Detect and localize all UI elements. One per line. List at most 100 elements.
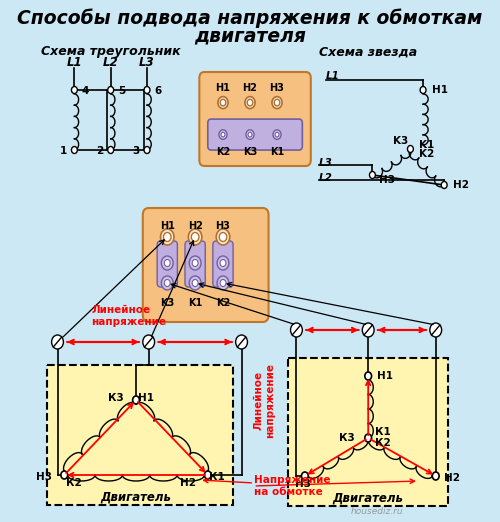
Text: напряжение: напряжение — [92, 317, 166, 327]
Text: K2: K2 — [216, 147, 230, 157]
Circle shape — [52, 335, 64, 349]
Text: на обмотке: на обмотке — [254, 487, 323, 497]
Circle shape — [370, 172, 376, 179]
FancyBboxPatch shape — [288, 358, 448, 506]
Circle shape — [220, 279, 226, 287]
Circle shape — [441, 182, 447, 188]
Text: L2: L2 — [103, 55, 118, 68]
FancyBboxPatch shape — [200, 72, 311, 166]
Circle shape — [162, 276, 173, 290]
Circle shape — [216, 229, 230, 245]
Text: Схема звезда: Схема звезда — [319, 45, 418, 58]
Text: К2: К2 — [375, 438, 390, 448]
Text: 2: 2 — [96, 146, 103, 156]
Text: Схема треугольник: Схема треугольник — [41, 45, 180, 58]
Circle shape — [218, 97, 228, 109]
Text: 5: 5 — [118, 86, 126, 96]
Text: H2: H2 — [242, 83, 258, 93]
Text: H1: H1 — [432, 85, 448, 95]
Circle shape — [189, 256, 201, 270]
Circle shape — [72, 147, 78, 153]
Circle shape — [108, 147, 114, 153]
Text: H3: H3 — [216, 221, 230, 231]
Circle shape — [221, 132, 225, 137]
Text: Линейное
напряжение: Линейное напряжение — [254, 362, 275, 437]
Circle shape — [432, 472, 439, 480]
Circle shape — [188, 229, 202, 245]
Text: H2: H2 — [452, 180, 468, 190]
Circle shape — [246, 130, 254, 139]
FancyBboxPatch shape — [185, 241, 206, 287]
Circle shape — [204, 471, 211, 479]
Text: housediz.ru: housediz.ru — [350, 507, 403, 516]
Text: Способы подвода напряжения к обмоткам: Способы подвода напряжения к обмоткам — [18, 8, 482, 28]
Text: Двигатель: Двигатель — [333, 492, 404, 504]
Text: К3: К3 — [339, 433, 354, 443]
FancyBboxPatch shape — [143, 208, 268, 322]
Text: K1: K1 — [270, 147, 284, 157]
Circle shape — [164, 259, 170, 267]
Text: К1: К1 — [210, 472, 225, 482]
Circle shape — [192, 232, 199, 242]
Circle shape — [302, 472, 308, 480]
Circle shape — [247, 99, 253, 106]
Circle shape — [273, 130, 281, 139]
Circle shape — [275, 132, 279, 137]
Text: H1: H1 — [376, 371, 392, 381]
Text: K3: K3 — [392, 136, 408, 146]
Text: K1: K1 — [188, 298, 202, 308]
Text: L3: L3 — [139, 55, 155, 68]
Text: двигателя: двигателя — [194, 27, 306, 45]
Text: L1: L1 — [326, 71, 340, 81]
Circle shape — [189, 276, 201, 290]
Circle shape — [220, 99, 226, 106]
Text: 1: 1 — [60, 146, 67, 156]
Text: Напряжение: Напряжение — [254, 475, 330, 485]
Circle shape — [144, 147, 150, 153]
Text: H1: H1 — [160, 221, 174, 231]
Text: К2: К2 — [66, 478, 82, 488]
Circle shape — [274, 99, 280, 106]
FancyBboxPatch shape — [208, 119, 302, 150]
Circle shape — [192, 279, 198, 287]
Circle shape — [220, 259, 226, 267]
Circle shape — [290, 323, 302, 337]
Circle shape — [245, 97, 255, 109]
Circle shape — [72, 87, 78, 93]
Text: K2: K2 — [216, 298, 230, 308]
Circle shape — [144, 87, 150, 93]
Circle shape — [365, 372, 372, 380]
Text: 4: 4 — [82, 86, 90, 96]
Text: K1: K1 — [419, 140, 434, 150]
Circle shape — [420, 87, 426, 93]
Text: H1: H1 — [138, 393, 154, 403]
Circle shape — [192, 259, 198, 267]
Circle shape — [164, 232, 171, 242]
Text: L2: L2 — [319, 173, 333, 183]
FancyBboxPatch shape — [213, 241, 233, 287]
Text: H2: H2 — [188, 221, 202, 231]
Circle shape — [217, 256, 229, 270]
Text: L1: L1 — [66, 55, 82, 68]
Circle shape — [143, 335, 154, 349]
FancyBboxPatch shape — [157, 241, 178, 287]
Circle shape — [430, 323, 442, 337]
Circle shape — [248, 132, 252, 137]
Text: Н3: Н3 — [295, 479, 311, 489]
Text: K2: K2 — [419, 149, 434, 159]
Circle shape — [132, 396, 140, 404]
Circle shape — [162, 256, 173, 270]
Circle shape — [61, 471, 68, 479]
FancyBboxPatch shape — [48, 365, 233, 505]
Text: H2: H2 — [180, 478, 196, 488]
Circle shape — [219, 232, 227, 242]
Circle shape — [236, 335, 248, 349]
Circle shape — [160, 229, 174, 245]
Text: H1: H1 — [216, 83, 230, 93]
Text: K3: K3 — [160, 298, 174, 308]
Text: 6: 6 — [154, 86, 162, 96]
Circle shape — [272, 97, 282, 109]
Text: Н3: Н3 — [36, 472, 52, 482]
Text: К3: К3 — [108, 393, 124, 403]
Text: К1: К1 — [375, 427, 390, 437]
